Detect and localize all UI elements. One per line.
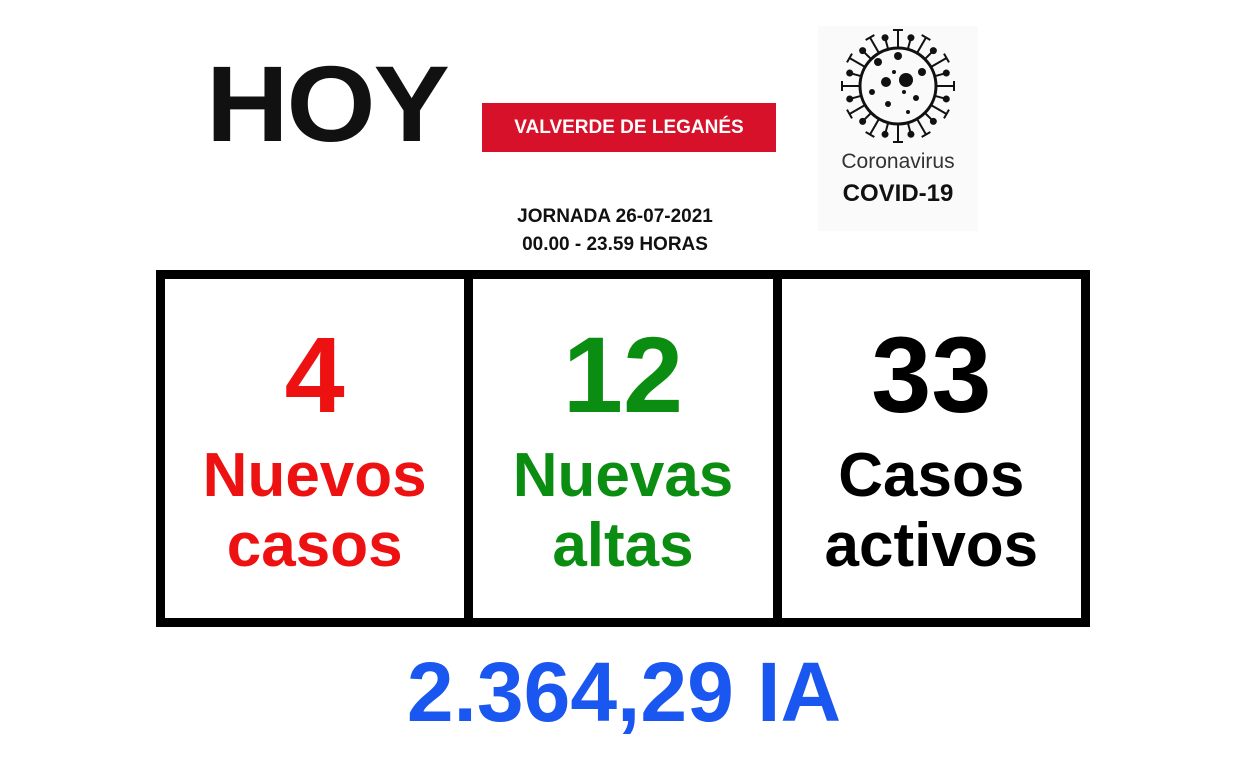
logo-line2: COVID-19 — [842, 180, 954, 207]
covid-logo: Coronavirus COVID-19 — [818, 26, 978, 231]
stat-label: Nuevas altas — [512, 441, 734, 580]
date-line: JORNADA 26-07-2021 — [517, 206, 713, 227]
coronavirus-icon — [841, 29, 955, 143]
stat-label: Casos activos — [824, 441, 1039, 580]
location-label: VALVERDE DE LEGANÉS — [514, 116, 744, 138]
logo-line1: Coronavirus — [841, 150, 955, 173]
date-info: JORNADA 26-07-2021 00.00 - 23.59 HORAS — [440, 203, 790, 259]
stat-label: Nuevos casos — [202, 441, 427, 580]
brand-logo: HOY — [206, 43, 450, 164]
location-banner: VALVERDE DE LEGANÉS — [482, 103, 776, 152]
stat-new-cases: 4 Nuevos casos — [165, 279, 464, 618]
stat-value: 4 — [284, 314, 345, 435]
stat-new-discharges: 12 Nuevas altas — [464, 279, 772, 618]
stats-grid: 4 Nuevos casos 12 Nuevas altas 33 Casos act… — [156, 270, 1090, 627]
stat-value: 33 — [871, 314, 992, 435]
stat-value: 12 — [562, 314, 684, 435]
stat-active-cases: 33 Casos activos — [772, 279, 1081, 618]
hours-line: 00.00 - 23.59 HORAS — [522, 234, 708, 255]
incidence-rate: 2.364,29 IA — [406, 645, 842, 739]
